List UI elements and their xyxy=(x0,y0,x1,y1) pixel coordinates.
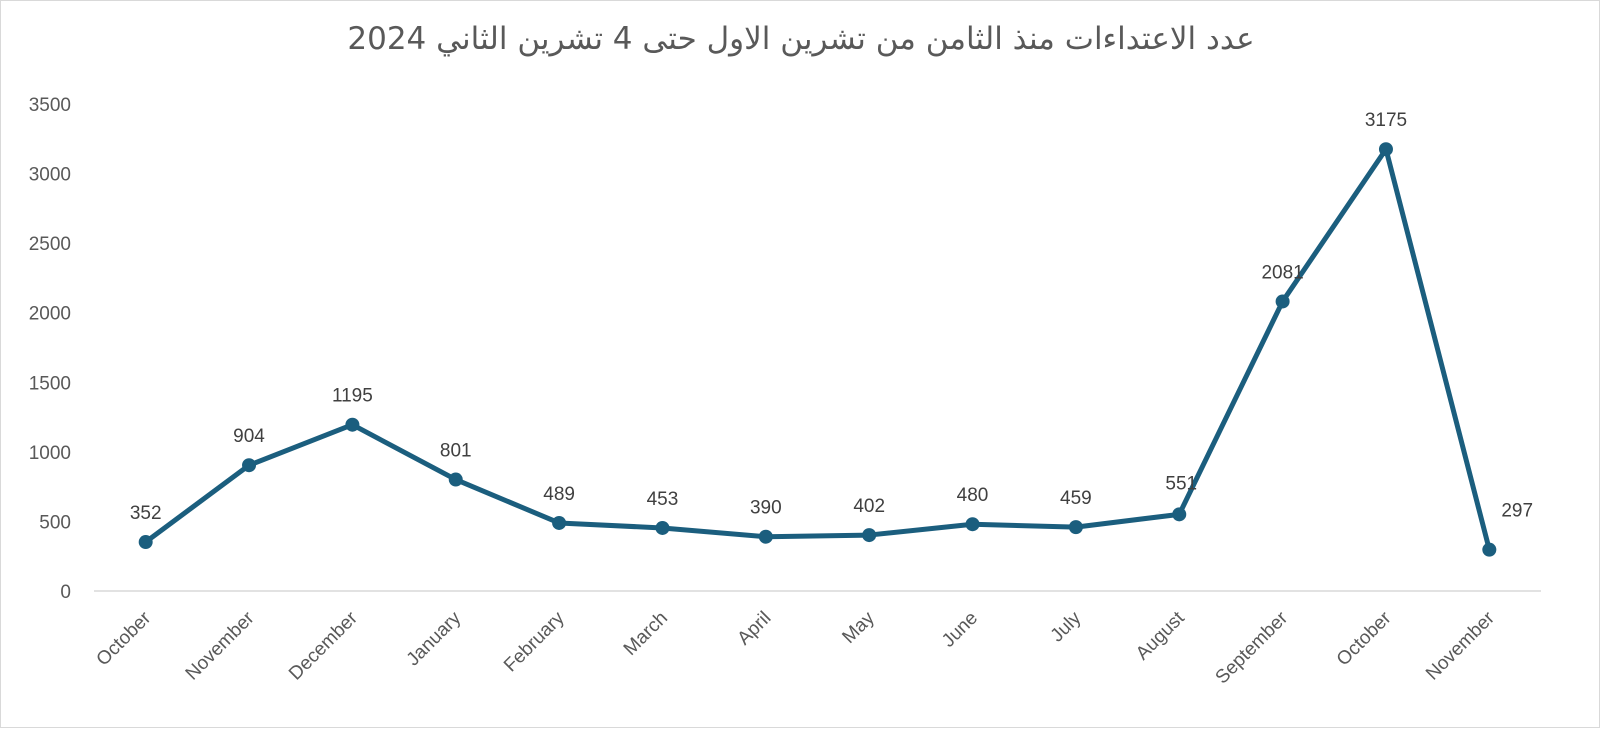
y-tick-label: 2500 xyxy=(29,234,71,255)
x-category-label: February xyxy=(500,607,569,676)
data-label: 453 xyxy=(647,489,679,510)
data-label: 402 xyxy=(853,496,885,517)
data-point xyxy=(552,515,567,530)
y-tick-label: 1500 xyxy=(29,373,71,394)
x-category-label: November xyxy=(1422,607,1499,684)
data-label: 480 xyxy=(957,485,989,506)
data-point xyxy=(1482,542,1497,557)
data-label: 3175 xyxy=(1365,110,1407,131)
y-tick-label: 1000 xyxy=(29,443,71,464)
data-label: 489 xyxy=(543,484,575,505)
data-point xyxy=(138,535,153,550)
data-point xyxy=(862,528,877,543)
x-category-label: December xyxy=(285,607,362,684)
data-point xyxy=(1275,294,1290,309)
x-category-label: March xyxy=(620,608,672,660)
x-category-label: October xyxy=(1333,607,1396,670)
x-category-label: November xyxy=(182,607,259,684)
x-category-label: September xyxy=(1212,607,1293,688)
y-tick-label: 2000 xyxy=(29,304,71,325)
series-line xyxy=(143,146,1492,553)
data-label: 390 xyxy=(750,498,782,519)
data-point xyxy=(1068,520,1083,535)
x-category-label: October xyxy=(93,607,156,670)
data-label: 352 xyxy=(130,503,162,524)
x-category-label: January xyxy=(403,607,466,670)
data-label: 297 xyxy=(1501,501,1533,522)
x-category-label: April xyxy=(734,608,776,650)
x-category-label: August xyxy=(1132,607,1189,664)
data-label: 2081 xyxy=(1261,262,1303,283)
data-point xyxy=(758,529,773,544)
data-label: 1195 xyxy=(332,386,373,407)
chart-title: عدد الاعتداءات منذ الثامن من تشرين الاول… xyxy=(347,21,1255,57)
x-category-label: May xyxy=(838,607,879,648)
data-point xyxy=(448,472,463,487)
data-point xyxy=(1172,507,1187,522)
data-label: 459 xyxy=(1060,488,1092,509)
y-tick-label: 500 xyxy=(39,512,71,533)
x-category-label: July xyxy=(1047,607,1086,646)
data-point xyxy=(655,520,670,535)
data-label: 904 xyxy=(233,426,265,447)
y-tick-label: 3500 xyxy=(29,95,71,116)
data-label: 801 xyxy=(440,441,472,462)
y-tick-label: 0 xyxy=(60,582,71,603)
data-label: 551 xyxy=(1165,473,1197,494)
data-point xyxy=(345,417,360,432)
data-point xyxy=(1378,142,1393,157)
data-point xyxy=(242,458,257,473)
x-category-label: June xyxy=(938,608,982,652)
data-point xyxy=(965,517,980,532)
y-tick-label: 3000 xyxy=(29,165,71,186)
